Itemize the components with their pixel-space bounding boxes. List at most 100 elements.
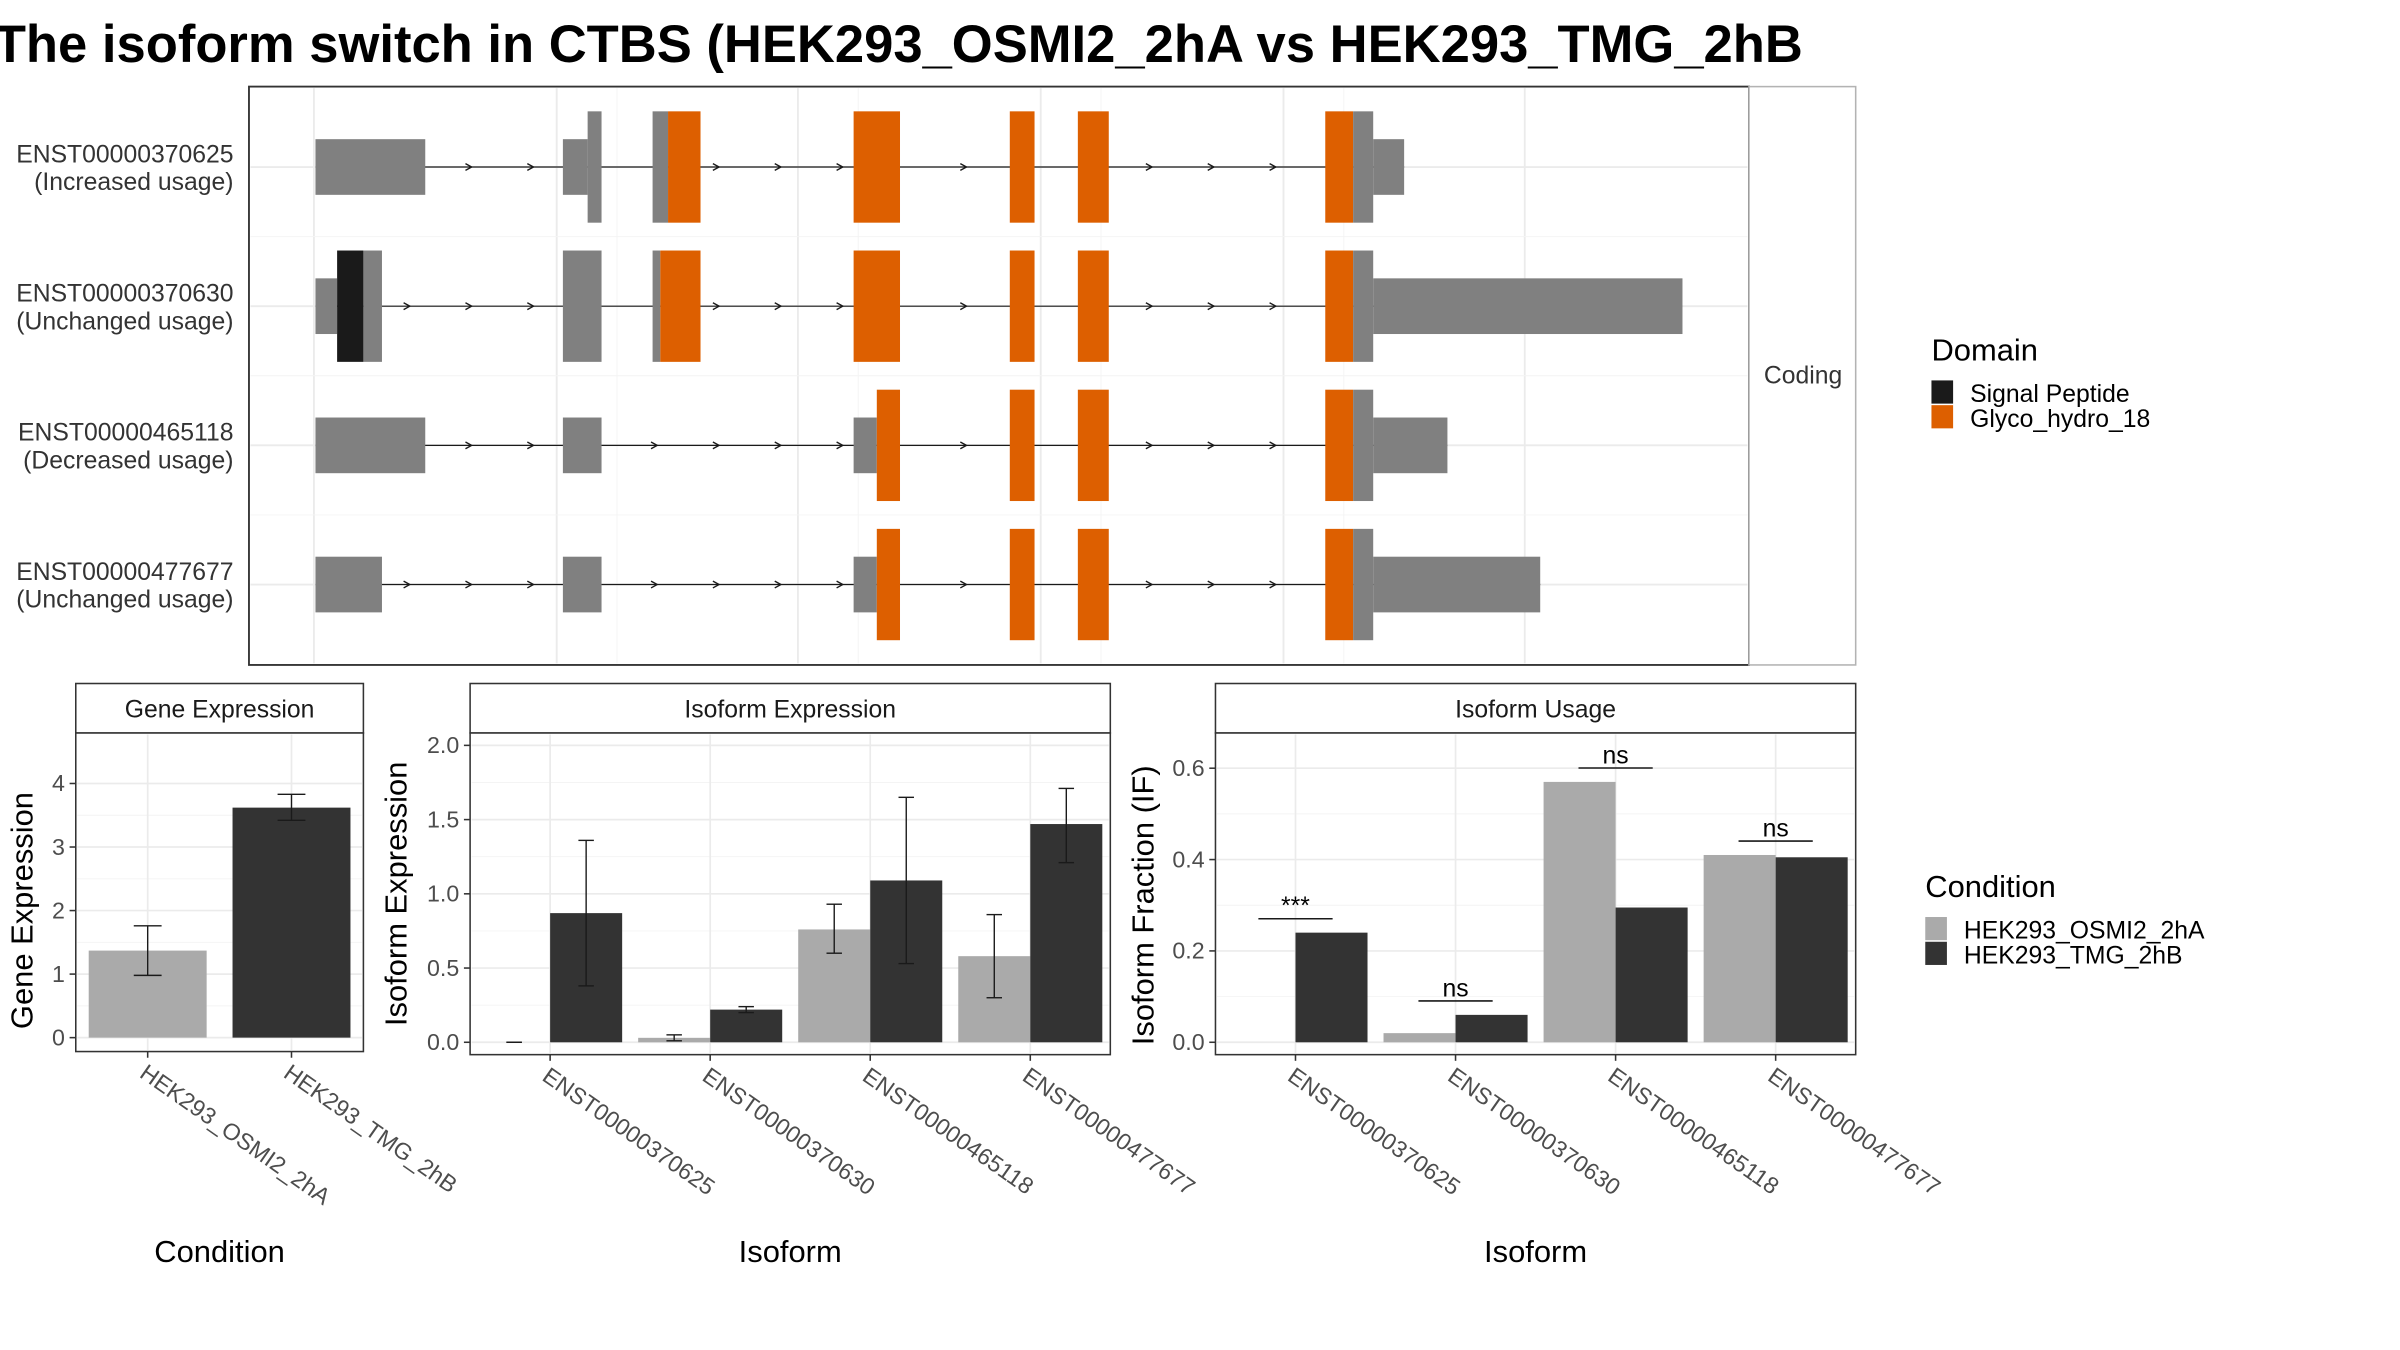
exon (853, 417, 877, 474)
exon (363, 250, 382, 362)
x-tick-label: ENST00000465118 (1603, 1062, 1783, 1199)
bar-HEK293_TMG_2hB-ENST00000370625 (1295, 932, 1368, 1043)
strand-arrow (774, 302, 783, 311)
exon-glyco-hydro-18 (876, 389, 901, 502)
strand-arrow (526, 162, 535, 172)
panel-isoform-expression: Isoform Expression 0.0 0.5 1.0 1.5 2.0 ENST000… (379, 682, 1200, 1269)
exon-glyco-hydro-18 (1009, 111, 1035, 223)
exon (587, 111, 602, 223)
exon (562, 139, 588, 195)
strand-arrow (1207, 302, 1216, 311)
strand-arrow (1145, 302, 1154, 311)
x-axis-title: Condition (154, 1234, 285, 1269)
exon-glyco-hydro-18 (853, 111, 901, 223)
isoform-label: ENST00000370625 (16, 141, 233, 168)
exon (315, 417, 426, 474)
strand-arrow (465, 302, 474, 311)
strand-arrow (959, 441, 968, 450)
strand-arrow (403, 302, 412, 311)
condition-a-swatch (1925, 917, 1947, 941)
strand-arrow (1207, 441, 1216, 450)
strand-arrow (526, 441, 535, 450)
exon (562, 556, 602, 613)
y-tick-label: 4 (52, 770, 65, 796)
bar-HEK293_OSMI2_2hA-ENST00000465118 (1543, 781, 1616, 1043)
panel-title: Isoform Expression (684, 697, 896, 724)
y-tick-label: 1 (52, 961, 65, 987)
isoform-label: ENST00000465118 (18, 420, 233, 447)
strand-arrow (465, 441, 474, 450)
exon-glyco-hydro-18 (1009, 528, 1035, 641)
strand-arrow (403, 580, 412, 589)
significance-label: ns (1603, 742, 1629, 769)
strand-arrow (1207, 580, 1216, 589)
significance-label: ns (1763, 815, 1789, 842)
strand-arrow (1269, 580, 1278, 589)
transcript-rows: ENST00000370625(Increased usage)ENST0000… (16, 111, 1683, 641)
transcript-row-ENST00000370630: ENST00000370630(Unchanged usage) (16, 250, 1683, 362)
strand-arrow (836, 441, 845, 450)
exon (1353, 250, 1374, 362)
strand-arrow (712, 302, 721, 311)
exon (562, 417, 602, 474)
exon (562, 250, 602, 362)
x-tick-label: ENST00000370625 (538, 1062, 720, 1200)
strand-arrow (712, 162, 721, 172)
glyco-hydro-18-legend-label: Glyco_hydro_18 (1970, 406, 2150, 433)
transcript-row-ENST00000477677: ENST00000477677(Unchanged usage) (16, 528, 1541, 641)
strand-arrow (650, 580, 659, 589)
strand-arrow (526, 302, 535, 311)
exon-glyco-hydro-18 (1009, 389, 1035, 502)
x-tick-label: ENST00000370630 (1443, 1062, 1625, 1200)
y-axis-title: Gene Expression (4, 792, 39, 1029)
strand-arrow (465, 580, 474, 589)
strand-arrow (959, 580, 968, 589)
exon (652, 111, 669, 223)
panel-title: Gene Expression (125, 697, 315, 724)
bar-HEK293_TMG_2hB-ENST00000370630 (710, 1009, 783, 1043)
exon (1373, 556, 1541, 613)
transcript-panel: Coding ENST00000370625(Increased usage)E… (16, 85, 1857, 666)
y-tick-label: 0.5 (427, 955, 459, 981)
exon-signal-peptide (337, 250, 364, 362)
y-axis-title: Isoform Expression (379, 762, 414, 1027)
expression-panels: Gene Expression01234HEK293_OSMI2_2hAHEK2… (4, 682, 1946, 1269)
y-tick-label: 0.4 (1172, 846, 1204, 872)
y-tick-label: 3 (52, 834, 65, 860)
x-tick-label: ENST00000370625 (1283, 1062, 1465, 1200)
y-tick-label: 0.6 (1172, 755, 1204, 781)
x-axis-title: Isoform (1484, 1234, 1587, 1269)
strand-arrow (836, 302, 845, 311)
significance-label: *** (1281, 893, 1310, 920)
exon-glyco-hydro-18 (660, 250, 701, 362)
exon-glyco-hydro-18 (1325, 528, 1354, 641)
bar-HEK293_TMG_2hB-ENST00000477677 (1775, 857, 1848, 1043)
strand-arrow (526, 580, 535, 589)
panel-strip (469, 682, 1112, 734)
condition-legend: Condition HEK293_OSMI2_2hA HEK293_TMG_2h… (1925, 869, 2205, 969)
x-tick-label: ENST00000370630 (698, 1062, 880, 1200)
signal-peptide-legend-label: Signal Peptide (1970, 381, 2130, 408)
strand-arrow (774, 580, 783, 589)
strand-arrow (712, 580, 721, 589)
y-tick-label: 0 (52, 1024, 65, 1050)
significance-label: ns (1442, 975, 1468, 1002)
isoform-usage-label: (Unchanged usage) (16, 308, 233, 335)
chart-title: The isoform switch in CTBS (HEK293_OSMI2… (0, 15, 1803, 74)
strand-arrow (959, 302, 968, 311)
bar-HEK293_TMG_2hB (232, 807, 351, 1038)
x-axis-title: Isoform (739, 1234, 842, 1269)
y-tick-label: 2.0 (427, 732, 459, 758)
exon (315, 556, 382, 613)
glyco-hydro-18-swatch (1931, 405, 1954, 429)
y-tick-label: 0.0 (1172, 1029, 1204, 1055)
exon (1353, 111, 1374, 223)
strand-arrow (1269, 162, 1278, 172)
exon (1353, 389, 1374, 502)
domain-legend-title: Domain (1931, 332, 2038, 367)
x-tick-label: ENST00000477677 (1764, 1062, 1946, 1200)
isoform-usage-label: (Decreased usage) (23, 448, 233, 475)
bar-HEK293_TMG_2hB-ENST00000465118 (1615, 907, 1688, 1043)
exon-glyco-hydro-18 (668, 111, 701, 223)
strand-arrow (836, 580, 845, 589)
